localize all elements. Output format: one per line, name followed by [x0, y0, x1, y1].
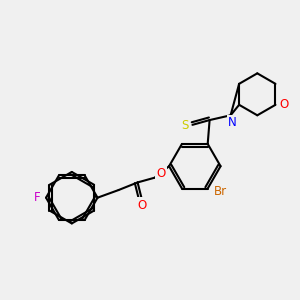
Text: Br: Br: [214, 185, 227, 198]
Text: S: S: [181, 119, 188, 132]
Text: N: N: [228, 116, 237, 129]
Text: O: O: [138, 199, 147, 212]
Text: O: O: [157, 167, 166, 180]
Text: O: O: [279, 98, 289, 111]
Text: F: F: [34, 191, 41, 204]
